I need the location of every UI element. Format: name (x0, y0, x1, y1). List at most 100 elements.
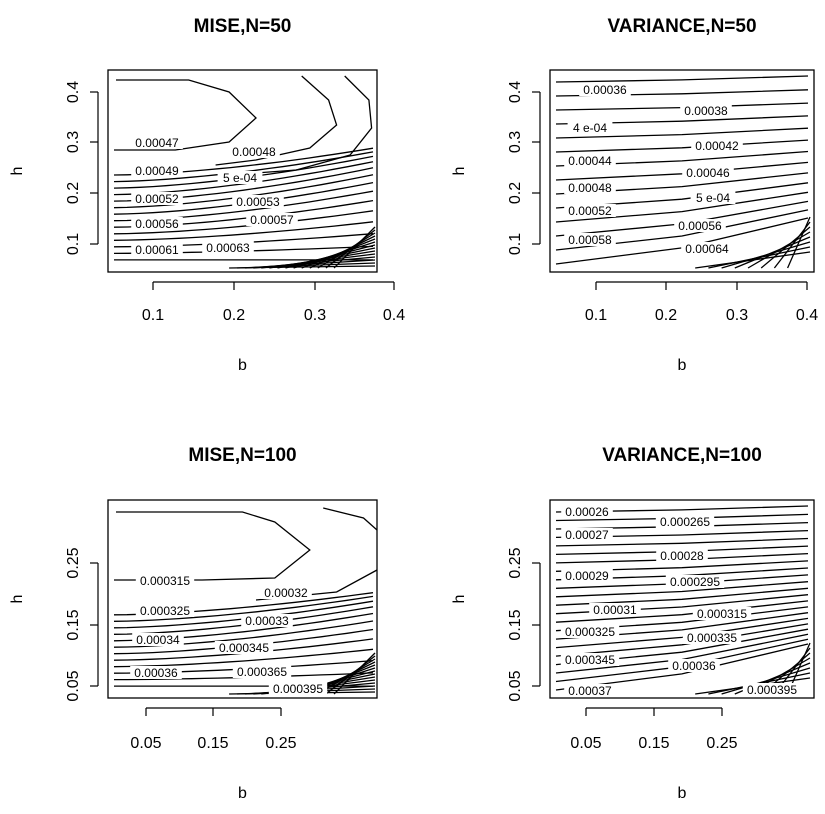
contour-label-bg (135, 604, 195, 617)
contour-label: 0.000325 (140, 604, 190, 618)
contour-label-bg (674, 219, 726, 232)
contour-line (309, 235, 376, 269)
x-tick-label: 0.1 (585, 307, 607, 324)
contour-label-bg (135, 574, 195, 587)
contour-label: 0.00048 (232, 145, 276, 159)
contour-label: 5 e-04 (223, 171, 257, 185)
contour-label-bg (561, 505, 613, 518)
contour-label-bg (564, 181, 616, 194)
chart-title: MISE,N=50 (194, 16, 292, 37)
contour-label: 0.00033 (245, 614, 289, 628)
contour-line (242, 75, 373, 175)
contour-line (747, 231, 811, 269)
contour-label-bg (246, 213, 298, 226)
plot-frame (107, 69, 378, 273)
contour-label: 0.00036 (583, 83, 627, 97)
y-tick-label: 0.4 (65, 81, 82, 103)
contour-line (555, 191, 809, 223)
contour-label: 0.00036 (672, 659, 716, 673)
chart-title: VARIANCE,N=100 (602, 445, 762, 466)
contour-line (555, 600, 809, 623)
contour-label-bg (232, 195, 284, 208)
contour-label: 0.000345 (565, 653, 615, 667)
contour-label-bg (131, 243, 183, 256)
contour-line (555, 623, 809, 657)
x-tick-label: 0.2 (223, 307, 245, 324)
contour-label: 0.00044 (568, 154, 612, 168)
y-tick-label: 0.2 (507, 182, 524, 204)
contour-label: 0.00029 (565, 569, 609, 583)
contour-label: 0.00052 (568, 204, 612, 218)
contour-label-bg (131, 192, 183, 205)
contour-line (114, 79, 257, 151)
contour-label-bg (564, 684, 616, 697)
plot-frame (549, 499, 815, 699)
contour-label: 4 e-04 (573, 121, 607, 135)
x-tick-label: 0.4 (796, 307, 818, 324)
x-tick-label: 0.1 (142, 307, 164, 324)
x-tick-label: 0.3 (726, 307, 748, 324)
y-tick-label: 0.4 (507, 81, 524, 103)
contour-label: 0.00028 (660, 549, 704, 563)
contour-label: 0.000265 (660, 515, 710, 529)
contour-label-bg (692, 607, 752, 620)
contour-label: 0.000315 (140, 574, 190, 588)
contour-label-bg (561, 569, 613, 582)
contour-label: 0.00063 (206, 241, 250, 255)
contour-line (317, 658, 376, 695)
contour-label-bg (681, 242, 733, 255)
contour-label: 0.00026 (565, 505, 609, 519)
y-tick-label: 0.3 (65, 131, 82, 153)
x-axis-label: b (678, 357, 687, 374)
contour-label: 0.000295 (670, 575, 720, 589)
y-tick-label: 0.1 (65, 233, 82, 255)
contour-label: 0.00047 (135, 136, 179, 150)
contour-label: 0.00056 (678, 219, 722, 233)
contour-label: 5 e-04 (696, 191, 730, 205)
contour-label-bg (564, 233, 616, 246)
contour-label-bg (268, 682, 328, 695)
contour-label-bg (217, 171, 263, 184)
contour-label: 0.000325 (565, 625, 615, 639)
y-tick-label: 0.25 (507, 547, 524, 578)
contour-line (760, 226, 811, 269)
contour-label: 0.00032 (264, 586, 308, 600)
contour-label-bg (656, 549, 708, 562)
y-axis-label: h (451, 595, 468, 604)
contour-label: 0.00027 (565, 528, 609, 542)
contour-line (555, 537, 809, 547)
contour-line (215, 75, 338, 166)
contour-label: 0.00058 (568, 233, 612, 247)
contour-label-bg (682, 631, 742, 644)
contour-label-bg (567, 121, 613, 134)
contour-label: 0.00031 (593, 603, 637, 617)
contour-label-bg (742, 683, 802, 696)
y-tick-label: 0.05 (507, 670, 524, 701)
contour-label-bg (241, 614, 293, 627)
contour-label-bg (579, 83, 631, 96)
contour-label-bg (655, 515, 715, 528)
contour-label: 0.00036 (134, 666, 178, 680)
contour-label: 0.00053 (236, 195, 280, 209)
y-tick-label: 0.3 (507, 131, 524, 153)
contour-label: 0.00057 (250, 213, 294, 227)
y-tick-label: 0.1 (507, 233, 524, 255)
contour-label-bg (561, 528, 613, 541)
chart-title: MISE,N=100 (188, 445, 296, 466)
contour-line (325, 229, 376, 269)
x-tick-label: 0.05 (130, 735, 161, 752)
contour-line (555, 127, 809, 139)
contour-label: 0.000395 (747, 683, 797, 697)
x-tick-label: 0.4 (383, 307, 405, 324)
y-axis-label: h (9, 595, 26, 604)
contour-label-bg (232, 665, 292, 678)
contour-line (555, 139, 809, 153)
contour-line (325, 655, 376, 695)
contour-line (555, 581, 809, 598)
contour-label-bg (202, 241, 254, 254)
contour-line (333, 652, 376, 695)
contour-label-bg (560, 653, 620, 666)
contour-line (113, 648, 374, 668)
contour-label: 0.00042 (695, 139, 739, 153)
